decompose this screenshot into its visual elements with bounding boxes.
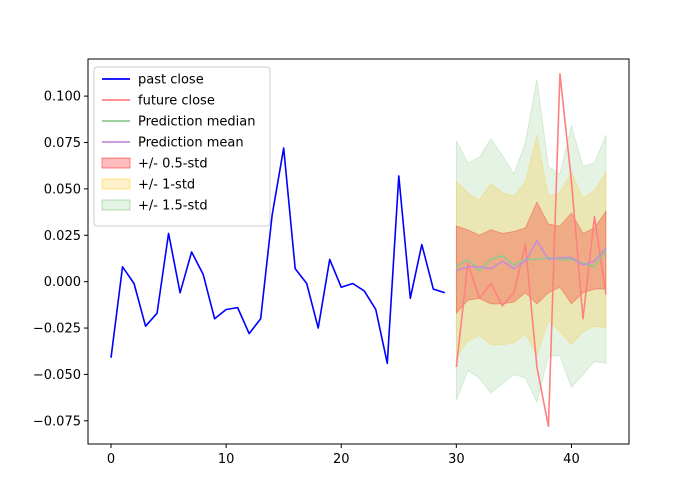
legend-label-prediction-mean: Prediction mean [138,136,244,151]
y-tick-label: 0.100 [44,90,81,105]
x-tick-label: 10 [218,452,235,467]
legend-swatch-0-5-std [102,158,130,168]
y-tick-label: 0.025 [44,229,81,244]
x-tick-label: 20 [333,452,350,467]
y-tick-label: −0.050 [33,368,81,383]
y-tick-label: −0.025 [33,322,81,337]
x-tick-label: 30 [448,452,465,467]
legend-label-1-std: +/- 1-std [138,178,195,193]
legend-label-prediction-median: Prediction median [138,115,255,130]
y-tick-label: −0.075 [33,414,81,429]
legend-label-past-close: past close [138,73,204,88]
legend-swatch-1-std [102,179,130,189]
y-tick-label: 0.000 [44,275,81,290]
x-tick-label: 0 [107,452,115,467]
y-tick-label: 0.075 [44,136,81,151]
x-tick-label: 40 [563,452,580,467]
legend-label-0-5-std: +/- 0.5-std [138,157,208,172]
legend-label-1-5-std: +/- 1.5-std [138,199,208,214]
y-tick-label: 0.050 [44,182,81,197]
legend-label-future-close: future close [138,94,215,109]
legend-swatch-1-5-std [102,200,130,210]
legend: past close future close Prediction median P… [94,67,270,226]
